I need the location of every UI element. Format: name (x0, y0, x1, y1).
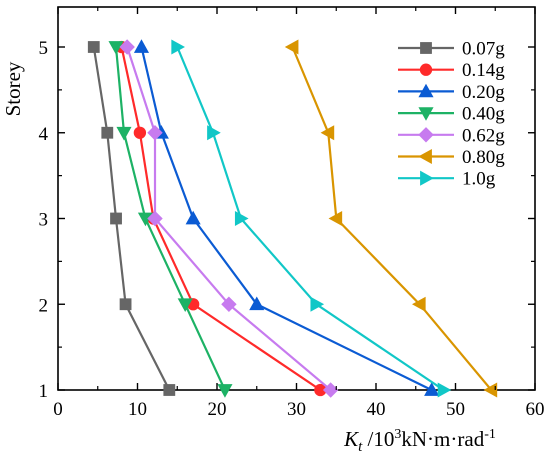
data-point (249, 296, 265, 311)
legend-label: 0.62g (462, 125, 505, 146)
legend-item: 0.07g (398, 39, 505, 60)
y-tick-label: 3 (39, 210, 49, 231)
data-point (207, 125, 221, 141)
data-point (320, 125, 335, 141)
legend-label: 0.14g (462, 60, 505, 81)
y-tick-label: 4 (39, 124, 49, 145)
x-axis-label-sup2: -1 (484, 427, 496, 442)
x-axis-label-mid2: kN·m·rad (401, 427, 484, 451)
data-point (163, 384, 176, 396)
y-tick-label: 2 (39, 295, 49, 316)
data-point (322, 382, 339, 398)
y-axis-label: Storey (1, 61, 25, 116)
legend-item: 0.14g (398, 60, 505, 81)
legend-item: 0.62g (398, 125, 505, 146)
data-point (108, 41, 124, 55)
legend-marker (418, 127, 434, 143)
data-point (284, 39, 299, 55)
x-tick-label: 30 (287, 399, 306, 420)
data-point (437, 382, 452, 398)
x-axis-label-base: K (343, 427, 359, 451)
series-1.0g (171, 39, 452, 398)
x-axis-label: Kt /103kN·m·rad-1 (343, 427, 496, 455)
data-point (119, 298, 132, 311)
data-point (119, 39, 135, 55)
y-tick-label: 5 (39, 38, 49, 59)
legend-marker (418, 107, 434, 121)
x-axis-label-sup1: 3 (394, 427, 401, 442)
x-axis-label-sub: t (358, 439, 363, 455)
data-point (133, 39, 150, 53)
data-point (412, 296, 426, 312)
series-group (87, 39, 498, 398)
data-point (483, 382, 498, 398)
data-point (310, 296, 325, 312)
x-tick-label: 40 (367, 399, 386, 420)
data-point (87, 41, 100, 53)
legend-label: 0.20g (462, 82, 505, 103)
data-point (147, 125, 163, 141)
series-line (140, 46, 433, 391)
legend-marker (418, 148, 432, 165)
legend-marker (418, 83, 434, 98)
legend-item: 0.40g (398, 104, 505, 125)
data-point (177, 298, 193, 312)
data-point (110, 212, 122, 225)
data-point (101, 126, 114, 139)
data-point (171, 39, 185, 55)
data-point (185, 210, 201, 225)
data-point (147, 210, 163, 227)
series-0.62g (119, 39, 339, 398)
x-tick-label: 20 (208, 399, 227, 420)
data-point (116, 126, 132, 141)
series-0.40g (108, 41, 233, 398)
data-point (221, 296, 237, 312)
legend-label: 1.0g (462, 169, 496, 190)
x-axis-label-mid: /10 (362, 427, 394, 451)
legend-marker (420, 42, 432, 54)
data-point (424, 382, 440, 396)
data-point (234, 210, 249, 227)
series-0.20g (133, 39, 440, 396)
legend-label: 0.07g (462, 39, 505, 60)
legend-marker (420, 170, 434, 186)
y-tick-label: 1 (39, 381, 49, 402)
legend-item: 1.0g (398, 169, 496, 190)
legend-item: 0.20g (398, 82, 505, 103)
data-point (328, 210, 343, 227)
data-point (217, 384, 233, 398)
x-tick-label: 0 (53, 399, 63, 420)
series-line (176, 46, 445, 391)
legend-item: 0.80g (398, 147, 505, 168)
x-tick-label: 50 (446, 399, 465, 420)
legend-label: 0.80g (462, 147, 505, 168)
ticks-group: 0 10 20 30 40 50 60 1 2 3 4 5 (39, 7, 545, 420)
x-tick-label: 10 (128, 399, 147, 420)
series-0.07g (87, 41, 176, 396)
x-tick-label: 60 (526, 399, 545, 420)
data-point (133, 126, 147, 139)
legend-marker (419, 63, 433, 76)
series-0.80g (284, 39, 498, 398)
legend-label: 0.40g (462, 104, 505, 125)
